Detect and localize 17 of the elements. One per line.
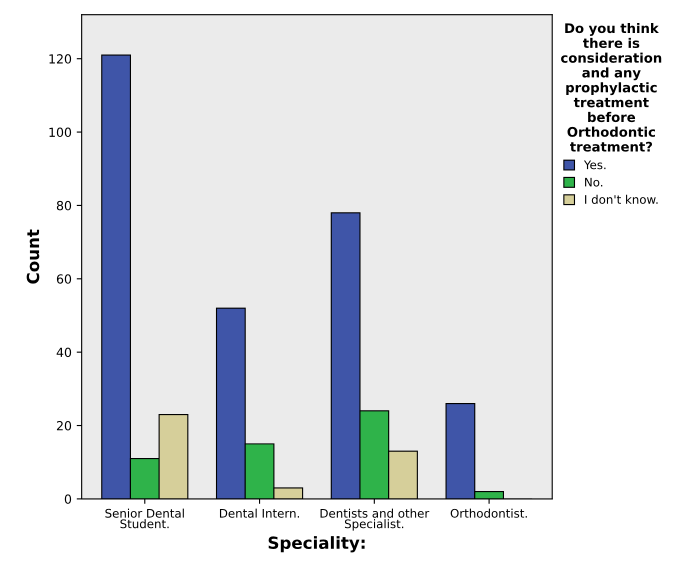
- y-tick-label: 120: [49, 54, 72, 64]
- x-tick-label: Orthodontist.: [450, 508, 527, 518]
- y-axis-title: Count: [26, 229, 40, 284]
- y-tick-label: 60: [56, 274, 72, 284]
- x-tick-label: Dentists and other Specialist.: [320, 508, 430, 531]
- text: Do you think there is consideration and any prophylactic treatment before Orthodontic treatment?: [561, 22, 662, 152]
- legend-label: I don't know.: [585, 194, 658, 204]
- y-tick-label: 40: [56, 348, 72, 358]
- y-tick-label: 20: [56, 421, 72, 430]
- x-tick-label: Dental Intern.: [220, 508, 300, 518]
- legend-label: No.: [585, 178, 602, 187]
- y-tick-label: 0: [64, 494, 72, 504]
- x-axis-title: Speciality:: [268, 536, 365, 552]
- y-tick-label: 100: [49, 128, 72, 137]
- y-tick-label: 80: [56, 200, 72, 210]
- x-tick-label: Senior Dental Student.: [105, 508, 184, 528]
- legend-label: Yes.: [584, 160, 606, 170]
